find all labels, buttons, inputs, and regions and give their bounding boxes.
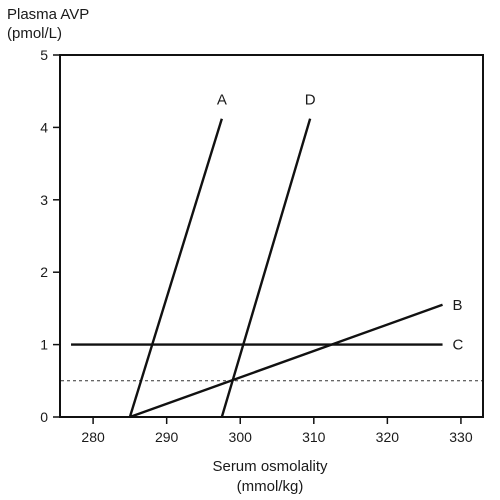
x-tick-label: 300: [229, 429, 253, 445]
x-axis-label-line-1: Serum osmolality: [212, 458, 328, 475]
series-label-d: D: [305, 92, 316, 109]
series-label-a: A: [217, 92, 227, 109]
y-axis-label-line-2: (pmol/L): [7, 25, 62, 42]
x-tick-label: 320: [376, 429, 400, 445]
y-axis-label-line-1: Plasma AVP: [7, 6, 89, 23]
series-label-c: C: [453, 337, 464, 354]
y-tick-label: 1: [40, 337, 48, 353]
x-tick-label: 310: [302, 429, 326, 445]
series-line-a: [128, 118, 223, 418]
y-axis-ticks: 0 1 2 3 4 5: [40, 47, 60, 425]
x-tick-label: 280: [81, 429, 105, 445]
y-tick-label: 3: [40, 192, 48, 208]
plot-frame: [59, 54, 484, 418]
x-tick-label: 330: [449, 429, 473, 445]
y-tick-label: 5: [40, 47, 48, 63]
y-tick-label: 2: [40, 264, 48, 280]
y-tick-label: 4: [40, 119, 48, 135]
x-tick-label: 290: [155, 429, 179, 445]
x-axis-label-line-2: (mmol/kg): [237, 478, 304, 495]
x-axis-ticks: 280 290 300 310 320 330: [81, 417, 473, 445]
series-line-d: [220, 118, 312, 418]
series-line-b: [129, 303, 443, 419]
series-group: A D B C: [71, 92, 464, 419]
y-tick-label: 0: [40, 409, 48, 425]
series-label-b: B: [453, 297, 463, 314]
